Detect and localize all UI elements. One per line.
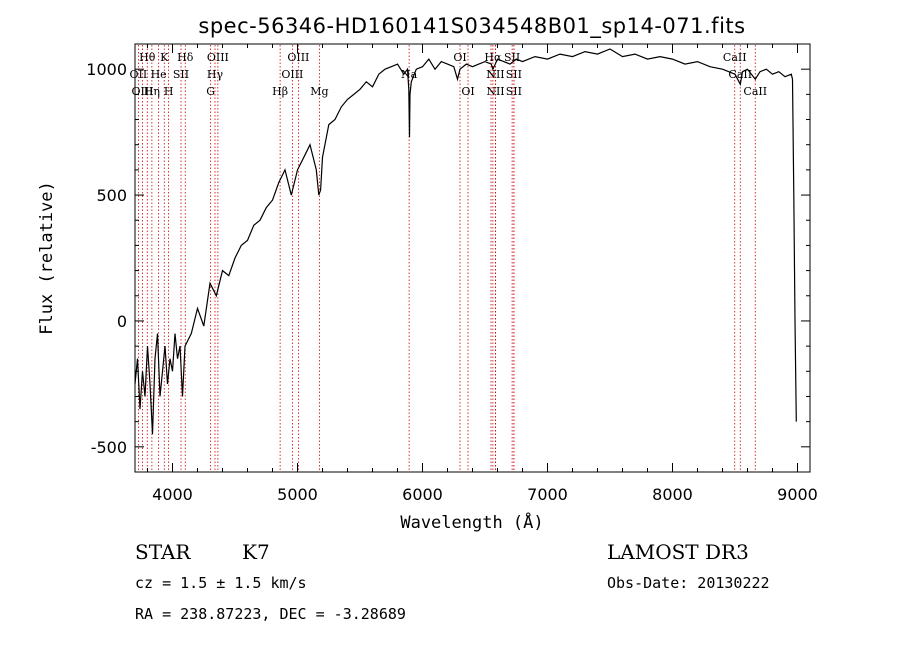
spectral-line-label: N — [486, 68, 496, 81]
spectral-line-label: SII — [506, 68, 522, 81]
spectral-line-label: CaII — [728, 68, 752, 81]
object-type: STAR — [135, 540, 191, 564]
spectral-line-label: Hγ — [207, 68, 224, 81]
y-tick-label: -500 — [91, 438, 127, 457]
plot-frame — [134, 43, 811, 473]
obs-date: Obs-Date: 20130222 — [607, 574, 770, 592]
x-tick-label: 6000 — [402, 485, 443, 504]
spectral-line-label: OIII — [207, 51, 229, 64]
x-tick-label: 8000 — [652, 485, 693, 504]
spectral-line-label: Hδ — [177, 51, 194, 64]
spectral-line-label: H — [164, 85, 174, 98]
redshift-text: cz = 1.5 ± 1.5 km/s — [135, 574, 307, 592]
x-tick-label: 7000 — [527, 485, 568, 504]
y-axis-ticks: -500 0 500 1000 — [86, 43, 810, 473]
x-axis-label: Wavelength (Å) — [400, 511, 543, 533]
spectral-line-label: Hη — [144, 85, 160, 98]
spectral-line-label: OII — [130, 68, 148, 81]
spectral-line-label: CaII — [743, 85, 767, 98]
spectral-line-label: CaII — [723, 51, 747, 64]
x-tick-label: 9000 — [777, 485, 818, 504]
x-axis-ticks: 4000 5000 6000 7000 8000 9000 — [147, 44, 818, 504]
y-tick-label: 0 — [117, 312, 127, 331]
x-tick-label: 5000 — [277, 485, 318, 504]
spectral-line-label: NII — [486, 68, 504, 81]
spectrum-series-line — [134, 48, 797, 435]
spectral-line-label: Hα — [484, 51, 502, 64]
object-subclass: K7 — [242, 540, 270, 564]
spectral-line-label: Hβ — [272, 85, 288, 98]
y-tick-label: 500 — [96, 186, 127, 205]
spectral-line-label: Mg — [310, 85, 328, 98]
spectral-line-label: Hθ — [139, 51, 156, 64]
spectral-line-markers — [137, 45, 756, 471]
spectral-line-label: OIII — [281, 68, 303, 81]
spectral-line-label: G — [206, 85, 215, 98]
spectral-line-label: OIII — [287, 51, 309, 64]
spectral-line-label: NII — [486, 85, 504, 98]
spectral-line-label: SII — [506, 85, 522, 98]
coordinates: RA = 238.87223, DEC = -3.28689 — [135, 605, 406, 623]
spectral-line-label: OI — [461, 85, 474, 98]
chart-title: spec-56346-HD160141S034548B01_sp14-071.f… — [198, 14, 745, 39]
spectral-line-label: SII — [504, 51, 520, 64]
spectral-line-label: K — [160, 51, 169, 64]
spectral-line-label: OI — [453, 51, 466, 64]
spectral-line-label: He — [151, 68, 167, 81]
survey-name: LAMOST DR3 — [607, 540, 749, 564]
spectral-line-label: SII — [173, 68, 189, 81]
y-axis-label: Flux (relative) — [37, 181, 57, 335]
y-tick-label: 1000 — [86, 60, 127, 79]
x-tick-label: 4000 — [152, 485, 193, 504]
